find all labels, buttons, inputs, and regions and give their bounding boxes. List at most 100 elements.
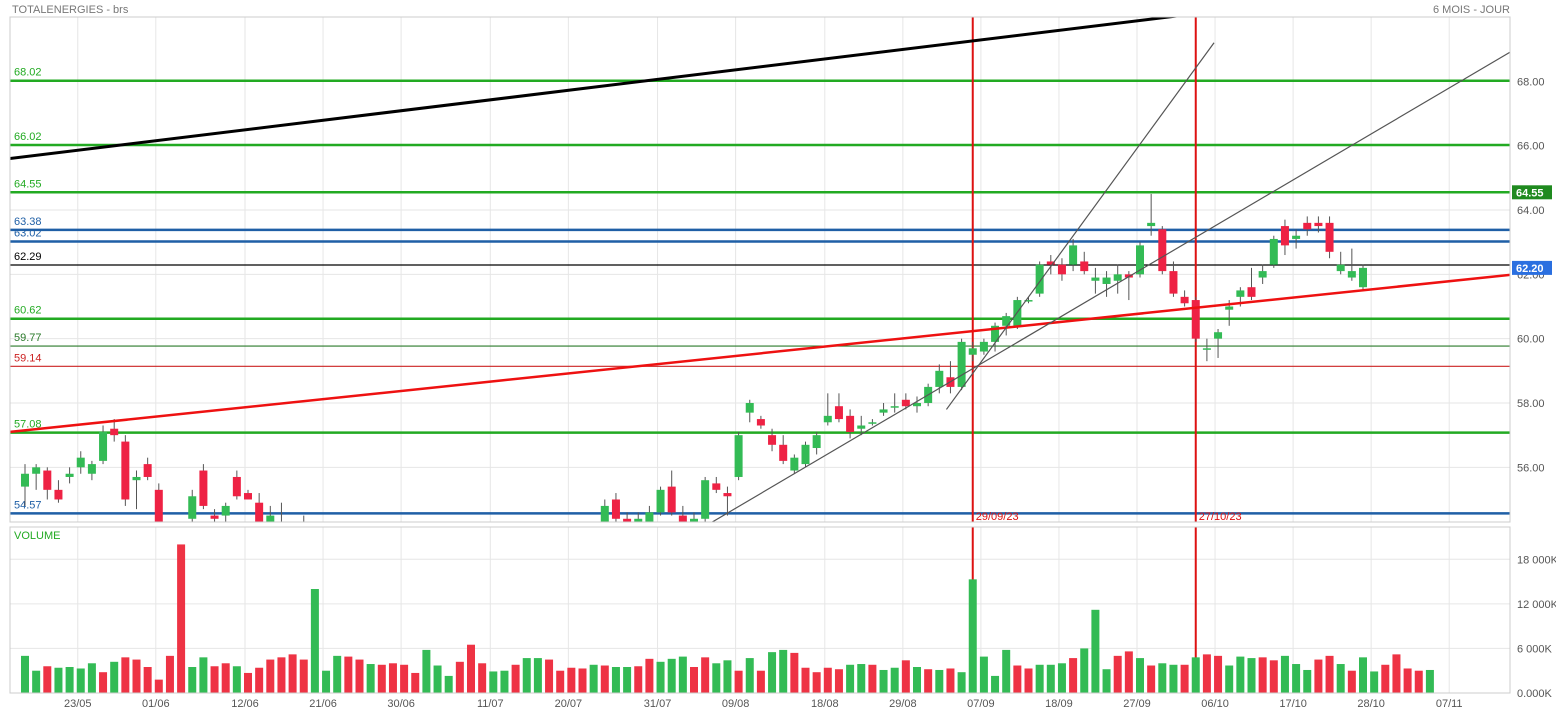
candle-body xyxy=(1247,287,1256,297)
volume-bar xyxy=(478,663,487,693)
volume-bar xyxy=(712,663,721,693)
candle-body xyxy=(1136,245,1144,275)
level-label: 62.29 xyxy=(14,251,42,263)
volume-bar xyxy=(467,644,475,693)
candle-body xyxy=(1169,271,1178,294)
volume-bar xyxy=(1102,669,1111,693)
volume-bar xyxy=(1046,664,1055,693)
candle-body xyxy=(1269,238,1278,265)
volume-tick-label: 6 000K xyxy=(1517,643,1553,655)
volume-bar xyxy=(834,669,843,693)
volume-bar xyxy=(522,658,531,693)
volume-bar xyxy=(1214,655,1223,693)
x-tick-label: 06/10 xyxy=(1201,698,1229,710)
current-price-tag-bg xyxy=(1512,260,1552,275)
candle-body xyxy=(1057,264,1066,275)
y-tick-label: 68.00 xyxy=(1517,76,1545,88)
volume-bar xyxy=(1124,651,1133,693)
candle-body xyxy=(801,444,810,465)
x-tick-label: 21/06 xyxy=(309,698,337,710)
volume-bar xyxy=(154,679,163,693)
volume-bar xyxy=(913,667,921,693)
candle-body xyxy=(901,399,910,407)
volume-bar xyxy=(857,664,866,693)
candle-body xyxy=(1191,300,1200,339)
volume-bar xyxy=(1169,664,1178,693)
candle-body xyxy=(1258,271,1267,278)
candle-body xyxy=(868,422,877,424)
volume-bar xyxy=(1069,658,1078,693)
volume-bar xyxy=(511,664,520,693)
candle-body xyxy=(65,473,74,477)
candle-body xyxy=(1314,222,1323,227)
candle-body xyxy=(991,325,1000,342)
candle-body xyxy=(734,435,743,477)
volume-bar xyxy=(210,666,219,693)
volume-bar xyxy=(43,666,52,693)
volume-bar xyxy=(188,667,197,693)
volume-bar xyxy=(99,672,108,693)
x-tick-label: 18/08 xyxy=(811,698,839,710)
volume-bar xyxy=(690,667,698,693)
candle-body xyxy=(1236,290,1245,297)
volume-bar xyxy=(812,672,821,693)
x-tick-label: 31/07 xyxy=(644,698,672,710)
volume-bar xyxy=(1236,656,1245,693)
x-tick-label: 23/05 xyxy=(64,698,92,710)
chart-title: TOTALENERGIES - brs xyxy=(12,4,129,16)
volume-bar xyxy=(924,669,933,693)
volume-bar xyxy=(734,670,743,693)
candle-body xyxy=(834,406,843,420)
volume-bar xyxy=(1359,657,1367,693)
volume-bar xyxy=(388,663,397,693)
volume-label: VOLUME xyxy=(14,530,60,542)
candle-body xyxy=(611,499,620,519)
x-tick-label: 17/10 xyxy=(1279,698,1307,710)
volume-bar xyxy=(322,670,331,693)
volume-bar xyxy=(1292,664,1301,693)
volume-bar xyxy=(400,664,409,693)
volume-bar xyxy=(132,659,141,693)
highlight-price-tag-bg xyxy=(1512,185,1552,200)
volume-bar xyxy=(1147,665,1156,693)
candle-body xyxy=(232,476,241,497)
volume-bar xyxy=(1024,668,1033,693)
candle-body xyxy=(266,515,275,522)
volume-bar xyxy=(645,658,654,693)
x-tick-label: 18/09 xyxy=(1045,698,1073,710)
x-tick-label: 07/09 xyxy=(967,698,995,710)
candle-body xyxy=(756,419,765,426)
volume-bar xyxy=(545,659,554,693)
candle-body xyxy=(1158,229,1167,272)
volume-bar xyxy=(1002,649,1011,693)
candle-body xyxy=(1102,277,1111,284)
candle-body xyxy=(1225,306,1234,310)
candle-body xyxy=(244,493,252,500)
level-label: 57.08 xyxy=(14,419,42,431)
current-price-tag: 62.20 xyxy=(1516,263,1544,275)
volume-bar xyxy=(277,657,286,693)
volume-bar xyxy=(901,660,910,693)
volume-bar xyxy=(411,672,420,693)
candle-body xyxy=(21,473,29,487)
candle-body xyxy=(110,428,119,436)
volume-bar xyxy=(1325,655,1334,693)
volume-panel-frame xyxy=(9,526,1511,694)
candle-body xyxy=(690,518,698,522)
volume-bar xyxy=(221,663,230,693)
candle-body xyxy=(823,415,832,423)
axis-labels: 23/05 01/06 12/06 21/06 30/06 11/07 20/07 31/07… xyxy=(64,76,1556,710)
candle-body xyxy=(790,457,799,471)
x-tick-label: 01/06 xyxy=(142,698,170,710)
trendline xyxy=(711,51,1510,522)
x-tick-label: 07/11 xyxy=(1436,698,1463,710)
volume-bar xyxy=(701,657,710,693)
volume-bar xyxy=(589,664,598,693)
volume-bar xyxy=(801,667,810,693)
volume-bar xyxy=(288,654,297,693)
candle-body xyxy=(54,489,63,500)
volume-bar xyxy=(1180,664,1189,693)
volume-bar xyxy=(232,666,241,693)
candle-body xyxy=(1359,267,1367,288)
volume-bar xyxy=(199,657,208,693)
